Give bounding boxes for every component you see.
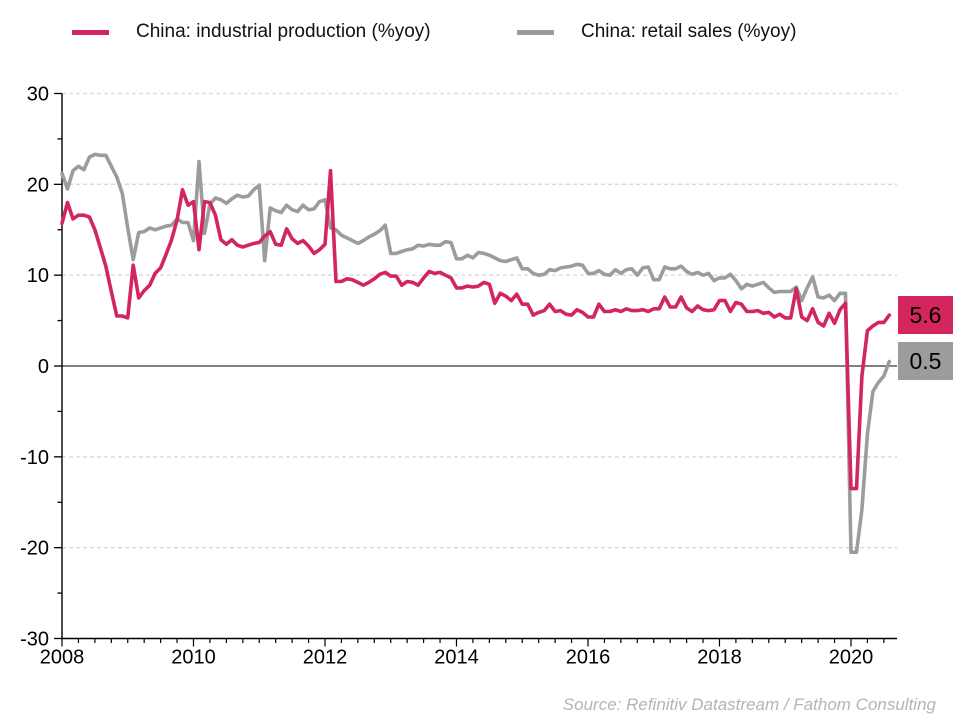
svg-text:30: 30 [27, 84, 49, 106]
legend-label-industrial-production: China: industrial production (%yoy) [136, 21, 431, 42]
svg-text:2020: 2020 [829, 647, 874, 669]
svg-text:2018: 2018 [697, 647, 742, 669]
svg-text:20: 20 [27, 174, 49, 196]
legend-item-industrial-production: China: industrial production (%yoy) [72, 19, 431, 45]
legend-item-retail-sales: China: retail sales (%yoy) [517, 19, 796, 45]
svg-text:2008: 2008 [40, 647, 85, 669]
svg-text:-20: -20 [20, 538, 49, 560]
svg-text:0: 0 [38, 356, 49, 378]
industrial-production-end-value-badge: 5.6 [898, 296, 953, 334]
retail-sales-end-value-badge: 0.5 [898, 342, 953, 380]
legend-label-retail-sales: China: retail sales (%yoy) [581, 21, 797, 42]
svg-text:2012: 2012 [303, 647, 348, 669]
source-attribution: Source: Refinitiv Datastream / Fathom Co… [562, 695, 936, 714]
industrial-production-line-swatch [72, 29, 109, 35]
retail-sales-line-swatch [517, 29, 554, 35]
svg-text:-10: -10 [20, 447, 49, 469]
svg-text:2014: 2014 [434, 647, 479, 669]
svg-text:2010: 2010 [171, 647, 216, 669]
svg-text:10: 10 [27, 265, 49, 287]
svg-text:2016: 2016 [566, 647, 611, 669]
svg-text:-30: -30 [20, 629, 49, 651]
